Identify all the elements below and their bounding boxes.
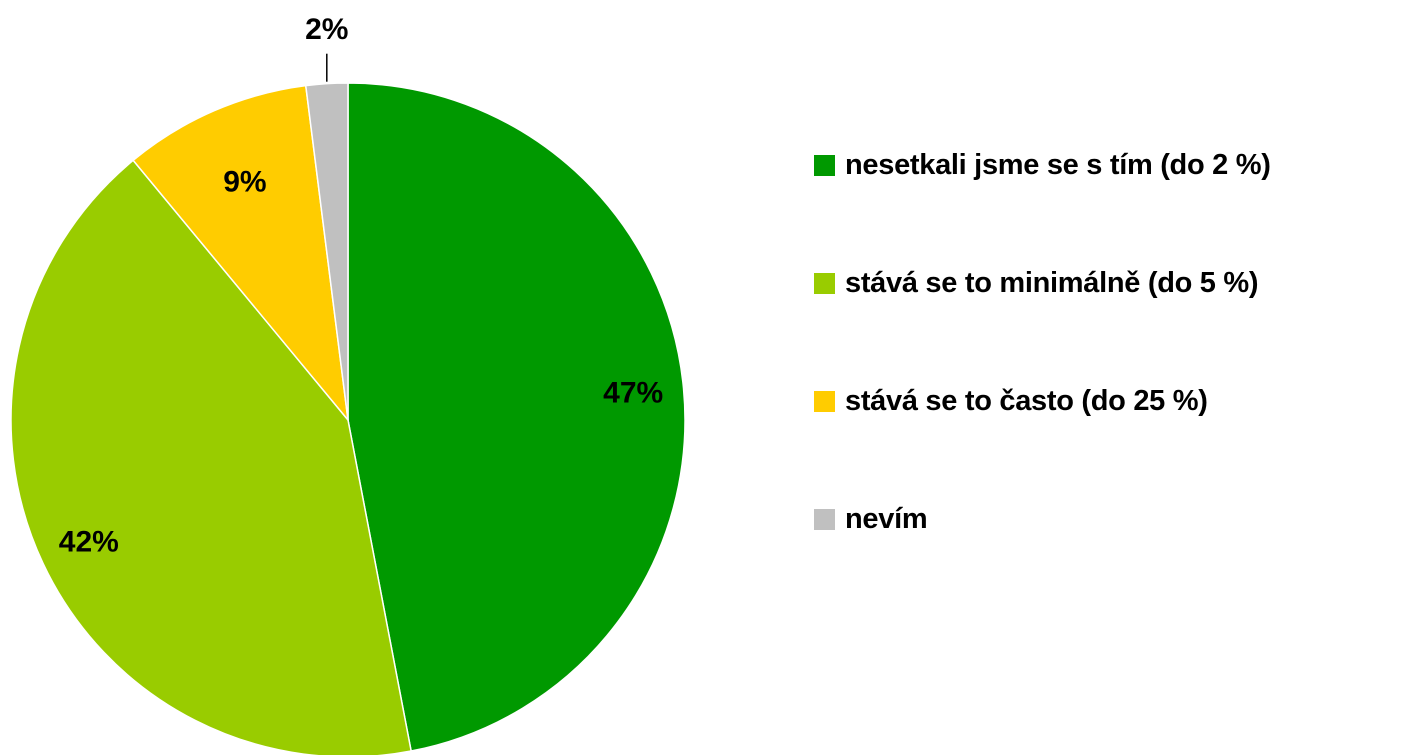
legend-swatch-casto [814, 390, 835, 412]
legend-item-nevim: nevím [814, 499, 928, 539]
pie-slices [10, 82, 686, 755]
pie-slice-nevim [304, 82, 349, 421]
legend-swatch-nevim [814, 508, 835, 530]
legend-item-casto: stává se to často (do 25 %) [814, 381, 1208, 421]
pie-data-labels: 47% 42% 9% 2% [59, 13, 663, 558]
pie-slice-nesetkali [347, 82, 686, 752]
legend-label-nesetkali: nesetkali jsme se s tím (do 2 %) [845, 148, 1271, 181]
legend-label-nevim: nevím [845, 502, 928, 535]
data-label-minimalne: 42% [59, 526, 119, 559]
legend-swatch-minimalne [814, 272, 835, 294]
data-label-nesetkali: 47% [603, 377, 663, 410]
data-label-casto: 9% [223, 165, 266, 198]
legend-swatch-nesetkali [814, 154, 835, 176]
legend-item-nesetkali: nesetkali jsme se s tím (do 2 %) [814, 145, 1271, 185]
pie-slice-minimalne [10, 159, 413, 755]
legend-item-minimalne: stává se to minimálně (do 5 %) [814, 263, 1259, 303]
legend-label-minimalne: stává se to minimálně (do 5 %) [845, 266, 1259, 299]
data-label-nevim: 2% [305, 13, 348, 46]
pie-slice-casto [132, 84, 350, 423]
legend-label-casto: stává se to často (do 25 %) [845, 384, 1208, 417]
